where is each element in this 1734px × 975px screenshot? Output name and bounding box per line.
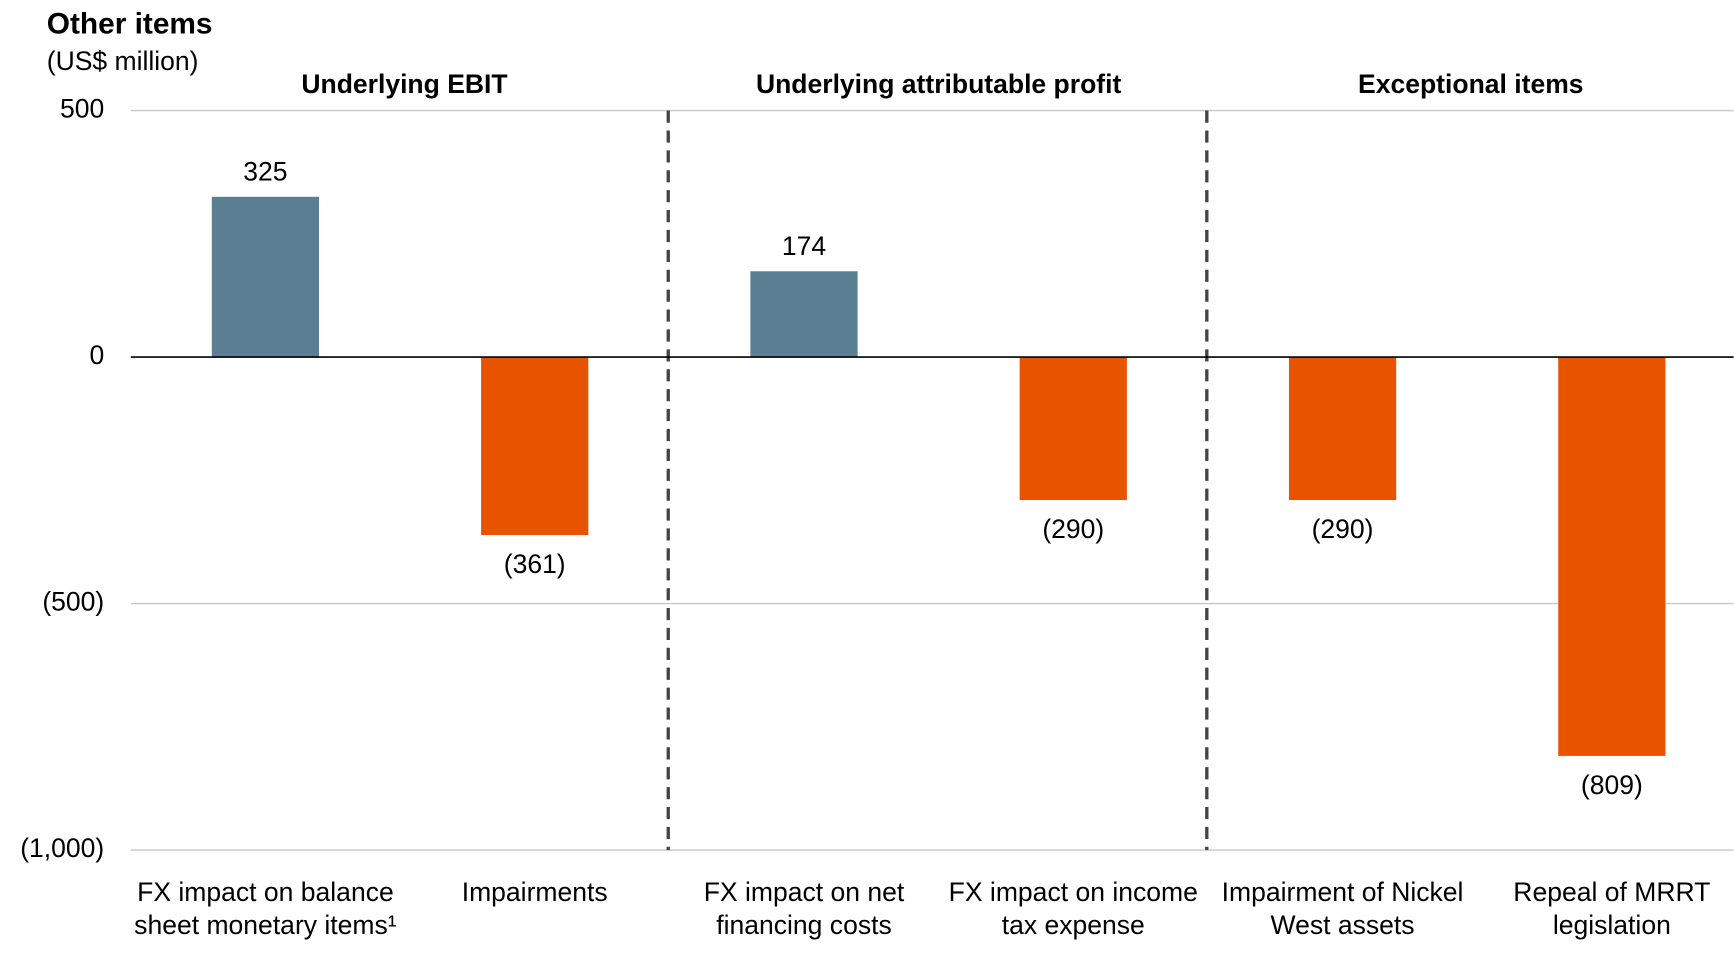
x-tick-label-box: Repeal of MRRT legislation bbox=[1513, 877, 1711, 941]
data-label: 174 bbox=[782, 231, 826, 261]
x-tick-label-box: FX impact on net financing costs bbox=[703, 877, 905, 941]
bar bbox=[1019, 357, 1127, 501]
group-label: Underlying attributable profit bbox=[756, 69, 1121, 99]
x-tick-label-box: FX impact on balance sheet monetary item… bbox=[134, 877, 397, 941]
y-tick-label: (500) bbox=[42, 587, 104, 617]
data-label: (361) bbox=[504, 549, 566, 579]
data-label: (290) bbox=[1312, 514, 1374, 544]
x-tick-label-box: Impairments bbox=[461, 877, 608, 908]
chart-title: Other items bbox=[47, 7, 213, 40]
x-tick-label: FX impact on income tax expense bbox=[948, 877, 1198, 941]
data-label: 325 bbox=[243, 157, 287, 187]
bar bbox=[481, 357, 589, 536]
x-tick-label: FX impact on balance sheet monetary item… bbox=[134, 877, 397, 941]
y-tick-label: 0 bbox=[89, 340, 104, 370]
x-tick-label-box: FX impact on income tax expense bbox=[948, 877, 1198, 941]
group-label: Underlying EBIT bbox=[301, 69, 507, 99]
x-tick-label: Impairments bbox=[461, 877, 608, 908]
x-tick-label: Impairment of Nickel West assets bbox=[1221, 877, 1464, 941]
bar bbox=[211, 196, 320, 358]
bar bbox=[1558, 357, 1666, 756]
x-tick-label: FX impact on net financing costs bbox=[703, 877, 905, 941]
bar bbox=[1288, 357, 1397, 501]
data-label: (290) bbox=[1042, 514, 1104, 544]
y-tick-label: (1,000) bbox=[20, 833, 104, 863]
y-tick-label: 500 bbox=[60, 94, 104, 124]
group-label: Exceptional items bbox=[1358, 69, 1583, 99]
chart-subtitle: (US$ million) bbox=[47, 46, 199, 76]
x-tick-label: Repeal of MRRT legislation bbox=[1513, 877, 1711, 941]
data-label: (809) bbox=[1581, 770, 1643, 800]
x-tick-label-box: Impairment of Nickel West assets bbox=[1221, 877, 1464, 941]
bar bbox=[750, 271, 858, 358]
